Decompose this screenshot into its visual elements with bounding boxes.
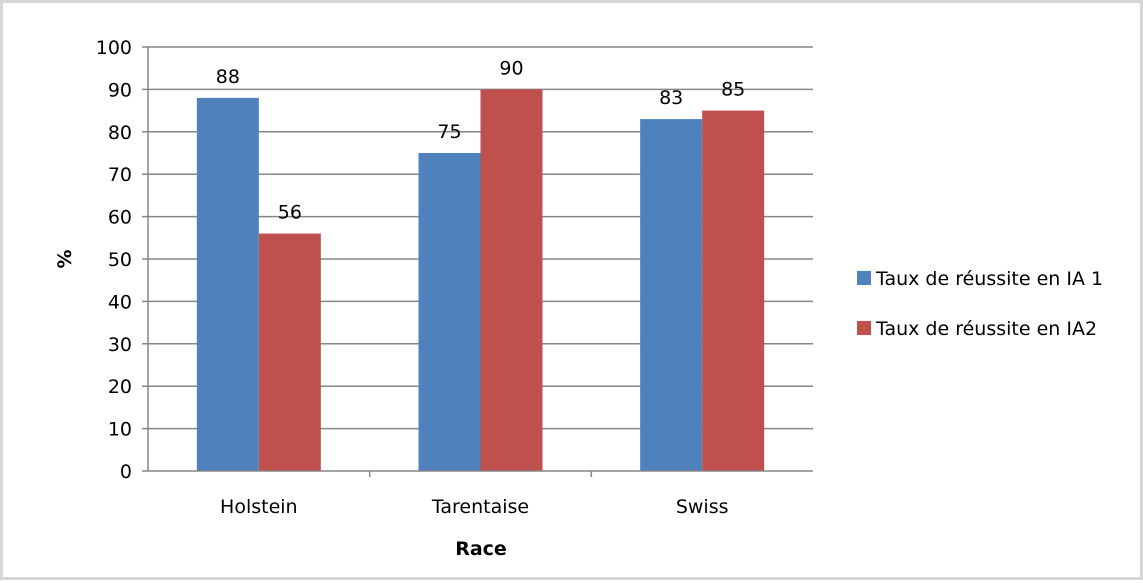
bars bbox=[196, 89, 765, 472]
legend-swatch bbox=[857, 321, 871, 335]
data-label: 90 bbox=[499, 57, 523, 79]
bar bbox=[640, 119, 703, 471]
y-tick-label: 90 bbox=[108, 79, 132, 101]
bar bbox=[418, 153, 481, 471]
y-tick-label: 100 bbox=[96, 37, 132, 59]
y-tick-label: 70 bbox=[108, 164, 132, 186]
y-tick-label: 10 bbox=[108, 419, 132, 441]
bar bbox=[258, 233, 321, 471]
y-tick-label: 50 bbox=[108, 249, 132, 271]
data-label: 83 bbox=[659, 87, 683, 109]
bar bbox=[702, 110, 765, 471]
y-axis-title: % bbox=[54, 249, 76, 268]
x-tick-label: Swiss bbox=[676, 496, 729, 518]
data-label: 88 bbox=[216, 66, 240, 88]
y-tick-label: 0 bbox=[120, 461, 132, 483]
bar bbox=[196, 97, 259, 471]
data-label: 56 bbox=[278, 202, 302, 224]
x-tick-label: Tarentaise bbox=[431, 496, 529, 518]
x-tick-label: Holstein bbox=[220, 496, 298, 518]
y-tick-labels: 0 10 20 30 40 50 60 70 80 90 100 bbox=[96, 37, 148, 483]
data-label: 85 bbox=[721, 79, 745, 101]
y-tick-label: 30 bbox=[108, 334, 132, 356]
y-tick-label: 80 bbox=[108, 122, 132, 144]
legend-label: Taux de réussite en IA2 bbox=[875, 318, 1097, 340]
bar bbox=[480, 89, 543, 472]
legend-swatch bbox=[857, 271, 871, 285]
x-axis-title: Race bbox=[455, 538, 507, 560]
bar-chart: 0 10 20 30 40 50 60 70 80 90 100 Holstein Tarentais… bbox=[54, 37, 1103, 560]
y-tick-label: 20 bbox=[108, 376, 132, 398]
y-tick-label: 40 bbox=[108, 291, 132, 313]
legend: Taux de réussite en IA 1 Taux de réussite… bbox=[857, 268, 1103, 340]
x-tick-labels: Holstein Tarentaise Swiss bbox=[220, 471, 729, 518]
data-labels: 88 56 75 90 83 85 bbox=[216, 57, 746, 223]
y-tick-label: 60 bbox=[108, 207, 132, 229]
legend-label: Taux de réussite en IA 1 bbox=[875, 268, 1103, 290]
data-label: 75 bbox=[437, 121, 461, 143]
